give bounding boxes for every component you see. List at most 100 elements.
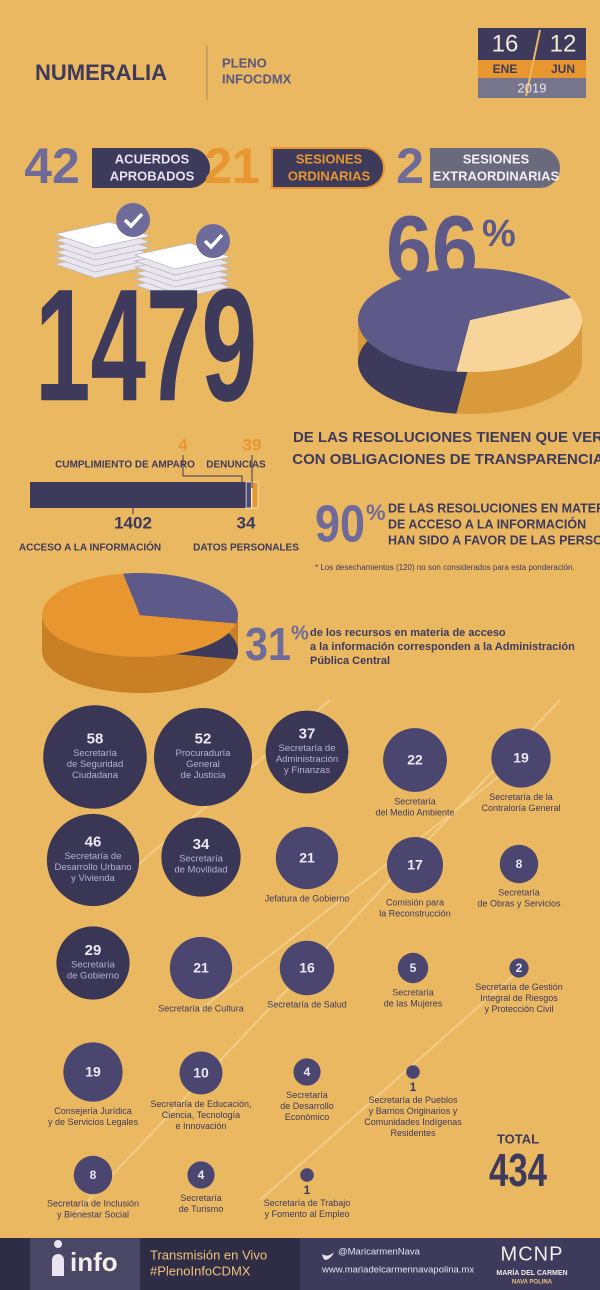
agency-label: Desarrollo Urbano bbox=[54, 862, 131, 873]
breakdown-segment bbox=[252, 482, 258, 508]
stat-label: EXTRAORDINARIAS bbox=[433, 168, 560, 183]
agency-label: y Protección Civil bbox=[484, 1004, 553, 1014]
agency-label: y Finanzas bbox=[284, 765, 330, 776]
agency-value: 16 bbox=[299, 960, 315, 976]
stat-number: 2 bbox=[396, 138, 424, 194]
breakdown-label: ACCESO A LA INFORMACIÓN bbox=[19, 541, 161, 554]
agency-label: Secretaría de Salud bbox=[267, 1000, 347, 1010]
agency-value: 46 bbox=[85, 833, 102, 850]
footer-stream: #PlenoInfoCDMX bbox=[150, 1263, 251, 1278]
breakdown-value: 1402 bbox=[114, 513, 152, 532]
agency-label: del Medio Ambiente bbox=[375, 807, 454, 817]
brand-name: MARÍA DEL CARMEN bbox=[496, 1268, 567, 1277]
check-badge bbox=[116, 203, 150, 237]
agency-label: Secretaría bbox=[71, 960, 116, 971]
footnote: * Los desechamientos (120) no son consid… bbox=[315, 563, 575, 572]
agency-label: Integral de Riesgos bbox=[480, 993, 558, 1003]
breakdown-value: 39 bbox=[243, 435, 262, 454]
breakdown-value: 4 bbox=[178, 435, 188, 454]
total-value: 434 bbox=[489, 1144, 547, 1196]
agency-value: 22 bbox=[407, 752, 423, 768]
agency-label: Secretaría de bbox=[278, 743, 335, 754]
agency-label: de Justicia bbox=[181, 770, 227, 781]
agency-value: 34 bbox=[193, 836, 210, 853]
agency-value: 17 bbox=[407, 857, 423, 873]
agency-label: Secretaría de Cultura bbox=[158, 1004, 244, 1014]
agency-value: 21 bbox=[299, 850, 315, 866]
date-month: ENE bbox=[493, 62, 518, 76]
footer-logo: info bbox=[70, 1247, 118, 1277]
agency-value: 1 bbox=[410, 1080, 417, 1094]
percent-unit: % bbox=[291, 622, 309, 644]
statement: CON OBLIGACIONES DE TRANSPARENCIA bbox=[292, 451, 600, 468]
page: { "header": { "title": "NUMERALIA", "sub… bbox=[0, 0, 600, 1290]
agency-label: Secretaría de Inclusión bbox=[47, 1199, 139, 1209]
agency-value: 19 bbox=[513, 750, 529, 766]
agency-label: Jefatura de Gobierno bbox=[265, 894, 350, 904]
footer-stream: Transmisión en Vivo bbox=[150, 1247, 267, 1262]
subtitle: PLENO bbox=[222, 55, 267, 70]
agency-label: de Desarrollo bbox=[280, 1101, 334, 1111]
agency-value: 19 bbox=[85, 1064, 101, 1080]
agency-value: 58 bbox=[87, 730, 104, 747]
brand-name: NAVA POLINA bbox=[512, 1280, 553, 1286]
total-resolutions: 1479 bbox=[35, 255, 257, 434]
agency-label: de las Mujeres bbox=[384, 999, 443, 1009]
agency-label: Secretaría de bbox=[64, 851, 121, 862]
subtitle: INFOCDMX bbox=[222, 71, 292, 86]
agency-value: 2 bbox=[516, 961, 523, 975]
agency-label: Secretaría bbox=[286, 1090, 328, 1100]
agency-bubble bbox=[300, 1168, 314, 1182]
agency-label: y Barrios Originarios y bbox=[369, 1106, 458, 1116]
agency-value: 52 bbox=[195, 730, 212, 747]
brand-mark: MCNP bbox=[501, 1243, 564, 1265]
agency-value: 4 bbox=[304, 1065, 311, 1079]
agency-value: 8 bbox=[90, 1168, 97, 1182]
statement: Pública Central bbox=[310, 655, 390, 667]
stat-label: ACUERDOS bbox=[115, 151, 190, 166]
agency-value: 4 bbox=[198, 1168, 205, 1182]
agency-label: de Gobierno bbox=[67, 971, 119, 982]
agency-label: Contraloría General bbox=[481, 803, 560, 813]
agency-label: Secretaría de Gestión bbox=[475, 982, 563, 992]
agency-value: 1 bbox=[304, 1183, 311, 1197]
agency-label: Económico bbox=[285, 1112, 330, 1122]
agency-label: Residentes bbox=[390, 1128, 436, 1138]
agency-label: Procuraduría bbox=[176, 748, 232, 759]
stat-label: ORDINARIAS bbox=[288, 168, 371, 183]
date-month: JUN bbox=[551, 62, 575, 76]
agency-label: de Movilidad bbox=[174, 865, 227, 876]
agency-label: y Vivienda bbox=[71, 873, 115, 884]
footer-twitter: @MaricarmenNava bbox=[338, 1247, 421, 1258]
agency-label: Ciudadana bbox=[72, 770, 119, 781]
agency-label: Secretaría bbox=[179, 854, 224, 865]
check-badge bbox=[196, 224, 230, 258]
agency-label: General bbox=[186, 759, 220, 770]
percent-value: 90 bbox=[315, 496, 365, 554]
agency-label: Secretaría de la bbox=[489, 792, 553, 802]
agency-label: Secretaría bbox=[498, 888, 540, 898]
breakdown-segment bbox=[30, 482, 246, 508]
agency-value: 37 bbox=[299, 725, 316, 742]
agency-label: Comunidades Indígenas bbox=[364, 1117, 462, 1127]
agency-value: 29 bbox=[85, 942, 102, 959]
agency-label: la Reconstrucción bbox=[379, 908, 451, 918]
statement: a la información corresponden a la Admin… bbox=[310, 641, 575, 653]
stat-number: 21 bbox=[204, 138, 260, 194]
agency-bubble bbox=[406, 1065, 420, 1079]
percent-unit: % bbox=[482, 213, 516, 255]
statement: DE LAS RESOLUCIONES EN MATERIA bbox=[388, 501, 600, 515]
footer-website: www.mariadelcarmennavapolina.mx bbox=[321, 1265, 474, 1276]
stat-label: SESIONES bbox=[296, 151, 363, 166]
breakdown-label: DATOS PERSONALES bbox=[193, 543, 299, 554]
breakdown-value: 34 bbox=[237, 513, 256, 532]
agency-label: Consejería Jurídica bbox=[54, 1106, 132, 1116]
agency-label: Secretaría bbox=[392, 988, 434, 998]
agency-label: Secretaría bbox=[180, 1193, 222, 1203]
percent-value: 66 bbox=[386, 197, 478, 299]
agency-label: Secretaría bbox=[73, 748, 118, 759]
breakdown-label: CUMPLIMIENTO DE AMPARO bbox=[55, 460, 195, 471]
agency-label: y de Servicios Legales bbox=[48, 1117, 139, 1127]
statement: de los recursos en materia de acceso bbox=[310, 627, 506, 639]
agency-label: y Fomento al Empleo bbox=[264, 1209, 349, 1219]
